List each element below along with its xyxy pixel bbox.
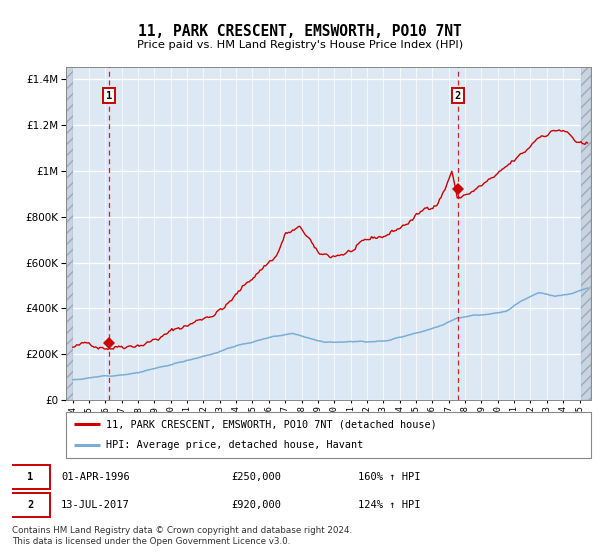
Text: 160% ↑ HPI: 160% ↑ HPI (358, 473, 420, 482)
Text: 11, PARK CRESCENT, EMSWORTH, PO10 7NT (detached house): 11, PARK CRESCENT, EMSWORTH, PO10 7NT (d… (106, 419, 437, 429)
Text: 1: 1 (28, 473, 34, 482)
Text: Contains HM Land Registry data © Crown copyright and database right 2024.
This d: Contains HM Land Registry data © Crown c… (12, 526, 352, 546)
Text: HPI: Average price, detached house, Havant: HPI: Average price, detached house, Hava… (106, 440, 364, 450)
Bar (66, 67, 73, 400)
Text: 1: 1 (106, 91, 112, 101)
FancyBboxPatch shape (11, 493, 50, 517)
Text: 13-JUL-2017: 13-JUL-2017 (61, 500, 130, 510)
Text: 2: 2 (28, 500, 34, 510)
Text: £920,000: £920,000 (231, 500, 281, 510)
Text: £250,000: £250,000 (231, 473, 281, 482)
Text: Price paid vs. HM Land Registry's House Price Index (HPI): Price paid vs. HM Land Registry's House … (137, 40, 463, 50)
Text: 11, PARK CRESCENT, EMSWORTH, PO10 7NT: 11, PARK CRESCENT, EMSWORTH, PO10 7NT (138, 24, 462, 39)
Text: 124% ↑ HPI: 124% ↑ HPI (358, 500, 420, 510)
Text: 01-APR-1996: 01-APR-1996 (61, 473, 130, 482)
FancyBboxPatch shape (11, 465, 50, 489)
FancyBboxPatch shape (66, 412, 591, 458)
Text: 2: 2 (454, 91, 461, 101)
Bar (581, 67, 591, 400)
